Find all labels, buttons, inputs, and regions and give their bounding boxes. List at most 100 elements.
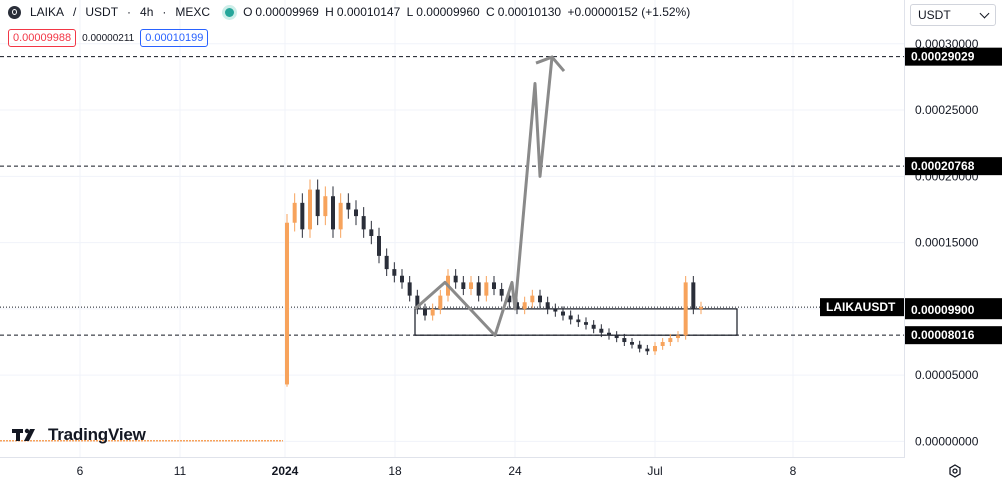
candle-body — [361, 216, 366, 230]
tradingview-logo-text: TradingView — [48, 425, 146, 444]
candle-body — [637, 344, 642, 349]
low-label: L — [406, 5, 414, 19]
quote-currency-select[interactable]: USDT — [910, 4, 996, 26]
quote-currency-value: USDT — [918, 8, 951, 22]
laika-coin-icon — [8, 5, 21, 19]
candle-body — [484, 282, 489, 296]
candle-body — [392, 269, 397, 276]
market-open-status-icon — [225, 7, 235, 17]
chart-settings-button[interactable] — [945, 461, 965, 481]
price-tick-label: 0.00000000 — [915, 434, 979, 448]
candle-body — [522, 302, 527, 309]
candle-body — [660, 342, 665, 346]
time-tick-label: 2024 — [272, 464, 299, 478]
candle-body — [346, 202, 351, 210]
chevron-down-icon — [979, 8, 990, 18]
projection-arrowhead — [535, 55, 566, 73]
symbol-name[interactable]: LAIKA — [30, 5, 65, 19]
candle-body — [599, 328, 604, 333]
time-axis[interactable]: 6 11 2024 18 24 Jul 8 — [0, 458, 905, 486]
high-value: 0.00010147 — [336, 5, 401, 19]
level-price-label-bg — [905, 157, 1002, 176]
change-value: +0.00000152 (+1.52%) — [567, 5, 691, 19]
candle-body — [668, 338, 673, 343]
candle-body — [568, 315, 573, 320]
candle-body — [499, 289, 504, 296]
price-tick-label: 0.00030000 — [915, 37, 979, 51]
candle-body — [338, 202, 343, 230]
buy-price-button[interactable]: 0.00010199 — [140, 29, 209, 47]
support-zone-rect — [414, 308, 738, 336]
candle-body — [645, 348, 650, 352]
current-price-label-text: 0.00009900 — [911, 303, 975, 317]
time-tick-label: 6 — [77, 464, 84, 478]
sell-price-button[interactable]: 0.00009988 — [8, 29, 77, 47]
candle-body — [407, 282, 412, 296]
gear-icon — [949, 464, 961, 478]
candle-body — [553, 308, 558, 312]
candle-body — [292, 202, 297, 223]
trade-price-boxes: 0.00009988 0.00000211 0.00010199 — [8, 29, 209, 47]
high-label: H — [325, 5, 334, 19]
symbol-tag-bg — [820, 298, 904, 317]
symbol-sep: / — [73, 5, 77, 19]
level-price-label-bg — [905, 326, 1002, 345]
candle-body — [591, 324, 596, 329]
candle-body — [614, 335, 619, 339]
tradingview-logo-icon — [12, 428, 35, 441]
open-label: O — [243, 5, 253, 19]
candle-body — [530, 295, 535, 303]
tradingview-watermark[interactable]: TradingView — [12, 425, 146, 445]
candle-body — [576, 319, 581, 323]
time-tick-label: 18 — [388, 464, 402, 478]
candle-body — [653, 345, 657, 352]
candle-body — [300, 202, 305, 230]
price-tick-label: 0.00015000 — [915, 236, 979, 250]
chart-legend: LAIKA / USDT · 4h · MEXC O 0.00009969 H 0.… — [8, 5, 696, 19]
candle-body — [469, 282, 473, 290]
candle-body — [545, 302, 550, 309]
current-price-label-bg — [905, 301, 1002, 320]
spread-value: 0.00000211 — [82, 32, 135, 44]
candle-body — [285, 222, 289, 385]
price-axis[interactable]: 0.000000000.000050000.000100000.00015000… — [905, 0, 1002, 458]
time-axis-svg[interactable]: 6 11 2024 18 24 Jul 8 — [0, 458, 905, 486]
candle-body — [683, 282, 688, 336]
candle-body — [308, 189, 312, 230]
candle-body — [461, 282, 466, 290]
candle-body — [423, 308, 427, 316]
legend-dot: · — [162, 5, 167, 19]
candle-body — [476, 282, 481, 296]
low-value: 0.00009960 — [416, 5, 480, 19]
candle-body — [699, 307, 703, 309]
time-tick-label: 11 — [174, 464, 187, 478]
price-axis-svg[interactable]: 0.000000000.000050000.000100000.00015000… — [905, 0, 1002, 458]
candle-body — [315, 189, 320, 217]
candle-body — [430, 308, 435, 316]
candle-body — [561, 311, 565, 316]
exchange-label: MEXC — [175, 5, 211, 19]
projection-arrow-path — [414, 56, 554, 337]
candle-body — [453, 275, 458, 283]
price-tick-label: 0.00025000 — [915, 103, 979, 117]
time-tick-label: 8 — [790, 464, 797, 478]
candle-body — [630, 342, 634, 345]
candle-body — [384, 255, 389, 270]
symbol-tag-text: LAIKAUSDT — [826, 300, 896, 314]
candle-body — [538, 295, 542, 303]
level-price-label-text: 0.00020768 — [911, 159, 975, 173]
candle-body — [369, 229, 374, 236]
candle-body — [331, 196, 335, 230]
close-label: C — [486, 5, 495, 19]
candle-body — [515, 302, 519, 309]
chart-area[interactable]: LAIKA USDT LAIKA / USDT · 4h · MEXC O 0.00… — [0, 0, 905, 458]
candle-body — [622, 338, 627, 343]
level-price-label-bg — [905, 47, 1002, 66]
candle-body — [377, 235, 381, 256]
chart-canvas[interactable]: LAIKA USDT — [0, 0, 905, 458]
candle-body — [323, 196, 328, 217]
legend-dot: · — [127, 5, 132, 19]
candle-body — [676, 335, 680, 339]
interval-label[interactable]: 4h — [140, 5, 154, 19]
close-value: 0.00010130 — [497, 5, 562, 19]
